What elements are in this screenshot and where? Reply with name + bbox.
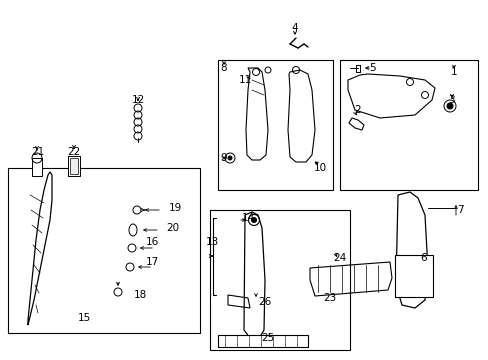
Circle shape: [446, 103, 452, 109]
Text: 22: 22: [67, 147, 81, 157]
Text: 12: 12: [131, 95, 144, 105]
Bar: [68, 156, 80, 176]
Text: 5: 5: [369, 63, 376, 73]
Bar: [394, 255, 432, 297]
Text: 24: 24: [333, 253, 346, 263]
Bar: [339, 60, 477, 190]
Bar: [8, 168, 200, 333]
Text: 8: 8: [220, 63, 227, 73]
Text: 2: 2: [354, 105, 361, 115]
Text: 26: 26: [258, 297, 271, 307]
Text: 9: 9: [220, 153, 227, 163]
Text: 10: 10: [313, 163, 326, 173]
Text: 20: 20: [166, 223, 179, 233]
Circle shape: [251, 217, 256, 222]
Text: 6: 6: [420, 253, 427, 263]
Text: 3: 3: [447, 95, 453, 105]
Text: 13: 13: [205, 237, 218, 247]
Bar: [70, 158, 78, 174]
Text: 21: 21: [31, 147, 44, 157]
Text: 4: 4: [291, 23, 298, 33]
Bar: [218, 335, 307, 347]
Text: 11: 11: [238, 75, 251, 85]
Text: 19: 19: [168, 203, 181, 213]
Bar: [32, 158, 42, 176]
Text: 7: 7: [456, 205, 462, 215]
Text: 18: 18: [133, 290, 146, 300]
Text: 17: 17: [145, 257, 158, 267]
Bar: [218, 60, 332, 190]
Bar: [209, 210, 349, 350]
Text: 25: 25: [261, 333, 274, 343]
Text: 23: 23: [323, 293, 336, 303]
Circle shape: [227, 156, 231, 160]
Text: 1: 1: [450, 67, 456, 77]
Text: 14: 14: [241, 213, 254, 223]
Text: 16: 16: [145, 237, 158, 247]
Text: 15: 15: [77, 313, 90, 323]
